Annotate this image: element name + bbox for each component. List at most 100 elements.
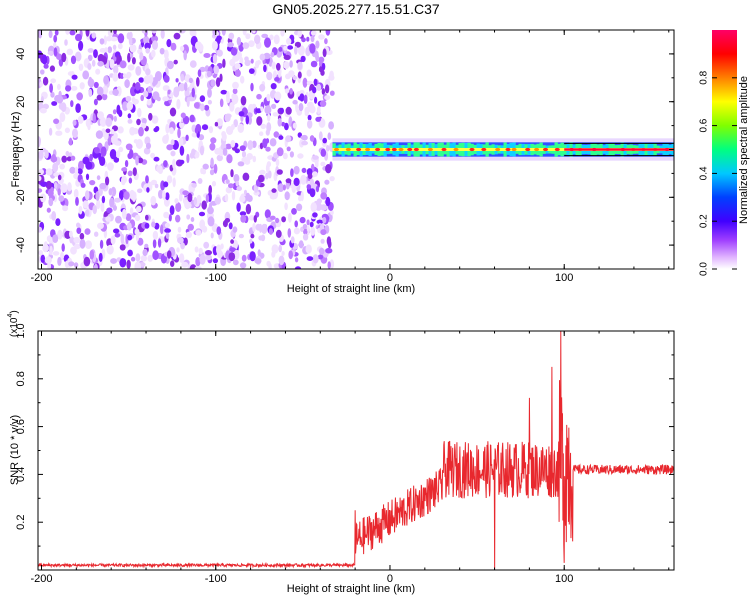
spectrogram-noise-blob (102, 85, 109, 95)
spectrogram-noise-blob (163, 160, 168, 168)
spectrogram-noise-blob (78, 63, 84, 71)
spectrogram-noise-blob (87, 54, 93, 62)
spectrogram-noise-blob (151, 221, 156, 228)
spectrogram-noise-blob (322, 137, 328, 144)
spectrogram-noise-blob (129, 149, 134, 159)
spectrogram-noise-blob (224, 143, 233, 150)
spectrogram-noise-blob (47, 189, 54, 198)
spectrogram-noise-blob (186, 153, 190, 164)
spectrogram-noise-blob (170, 260, 175, 268)
spectrogram-noise-blob (179, 145, 185, 156)
carrier-band-peak (407, 147, 413, 152)
spectrogram-noise-blob (142, 248, 148, 257)
spectrogram-noise-blob (123, 191, 130, 200)
spectrogram-noise-blob (256, 116, 263, 126)
snr-panel: -200 -100 0 100 0.2 0.4 0.6 0.8 1.0 Height of st… (7, 310, 675, 595)
spectrogram-noise-blob (209, 142, 216, 151)
spectrogram-noise-blob (96, 199, 101, 210)
spectrogram-noise-blob (150, 195, 157, 206)
spectrogram-noise-blob (137, 157, 144, 164)
spectrogram-noise-blob (265, 129, 270, 136)
spectrogram-noise-blob (177, 237, 184, 244)
spectrogram-noise-blob (195, 41, 202, 50)
spectrogram-noise-blob (306, 184, 312, 190)
spectrogram-noise-blob (224, 193, 229, 203)
spectrogram-noise-blob (65, 30, 70, 35)
spectrogram-noise-blob (82, 200, 89, 209)
spectrogram-noise-blob (321, 62, 326, 71)
spectrogram-noise-blob (56, 95, 64, 104)
spectrogram-noise-blob (107, 135, 112, 146)
snr-y-label: SNR (10 * v/v) (9, 415, 21, 485)
spectrogram-noise-blob (200, 103, 205, 112)
spectrogram-noise-blob (103, 35, 108, 46)
spectrogram-noise-blob (145, 142, 152, 150)
spectrogram-noise-blob (322, 216, 327, 224)
spectrogram-noise-blob (269, 34, 274, 41)
spectrogram-noise-blob (74, 166, 79, 176)
spectrogram-noise-blob (222, 58, 226, 68)
spectrogram-noise-blob (105, 128, 111, 134)
spectrogram-noise-blob (327, 261, 331, 269)
spectrogram-noise-blob (144, 243, 149, 249)
carrier-band-peak (365, 147, 371, 152)
carrier-band-tail (564, 148, 674, 151)
spectrogram-noise-blob (237, 123, 245, 133)
spectrogram-noise-blob (45, 180, 52, 190)
spectrogram-noise-blob (285, 73, 291, 80)
spectrogram-noise-blob (194, 266, 202, 269)
spectrogram-noise-blob (289, 60, 293, 68)
spectrogram-noise-blob (269, 215, 276, 220)
spectrogram-noise-blob (137, 107, 142, 118)
spectrogram-noise-blob (274, 91, 282, 101)
spectrogram-noise-blob (70, 55, 77, 65)
spectrogram-noise-blob (287, 228, 292, 238)
spectrogram-noise-blob (89, 249, 95, 260)
spectrogram-noise-blob (302, 233, 309, 241)
spectrogram-noise-blob (39, 107, 47, 114)
spectrogram-noise-blob (88, 88, 93, 98)
spectrogram-noise-blob (44, 256, 52, 264)
spectrogram-noise-blob (156, 96, 161, 102)
carrier-band-peak (391, 147, 397, 152)
spectrogram-noise-blob (266, 71, 273, 81)
spectrogram-noise-blob (47, 50, 54, 56)
spectrogram-noise-blob (65, 85, 72, 92)
spectrogram-noise-blob (196, 194, 202, 204)
spectrogram-noise-blob (249, 238, 253, 244)
snr-scale-label: (x104) (7, 310, 20, 337)
spectrogram-noise-blob (135, 205, 142, 213)
spectrogram-noise-blob (163, 211, 170, 219)
spectrogram-noise-blob (325, 247, 333, 254)
spectrogram-noise-blob (75, 103, 81, 113)
spectrogram-noise-blob (40, 254, 46, 263)
spectrogram-noise-blob (119, 244, 126, 251)
spectrogram-noise-blob (245, 115, 250, 125)
spectrogram-noise-blob (69, 230, 73, 238)
spectrogram-noise-blob (315, 116, 322, 122)
spectrogram-noise-blob (210, 79, 216, 87)
spectrogram-noise-blob (306, 69, 312, 77)
spectrogram-noise-blob (127, 249, 133, 257)
spectrogram-noise-blob (107, 162, 114, 171)
spectrogram-noise-blob (113, 30, 117, 34)
spectrogram-noise-blob (48, 197, 54, 207)
spectrogram-noise-blob (220, 89, 228, 95)
spectrogram-noise-blob (76, 92, 83, 101)
spectrogram-noise-blob (216, 154, 223, 162)
spectrogram-noise-blob (138, 77, 144, 83)
spectrogram-noise-blob (41, 54, 48, 65)
carrier-band-peak (511, 147, 517, 152)
spectrogram-noise-blob (38, 168, 44, 175)
spectrogram-noise-blob (320, 69, 325, 76)
spectrogram-noise-blob (310, 202, 317, 213)
spectrogram-noise-blob (214, 148, 221, 155)
spectrogram-noise-blob (124, 160, 129, 168)
spectrogram-noise-blob (183, 82, 188, 92)
spectrogram-noise-blob (328, 121, 334, 130)
spectrogram-noise-blob (38, 226, 43, 233)
spectrogram-noise-blob (295, 102, 299, 113)
spectrogram-noise-blob (87, 48, 94, 53)
spectrogram-noise-blob (300, 55, 306, 63)
spectrogram-noise-blob (163, 75, 170, 83)
